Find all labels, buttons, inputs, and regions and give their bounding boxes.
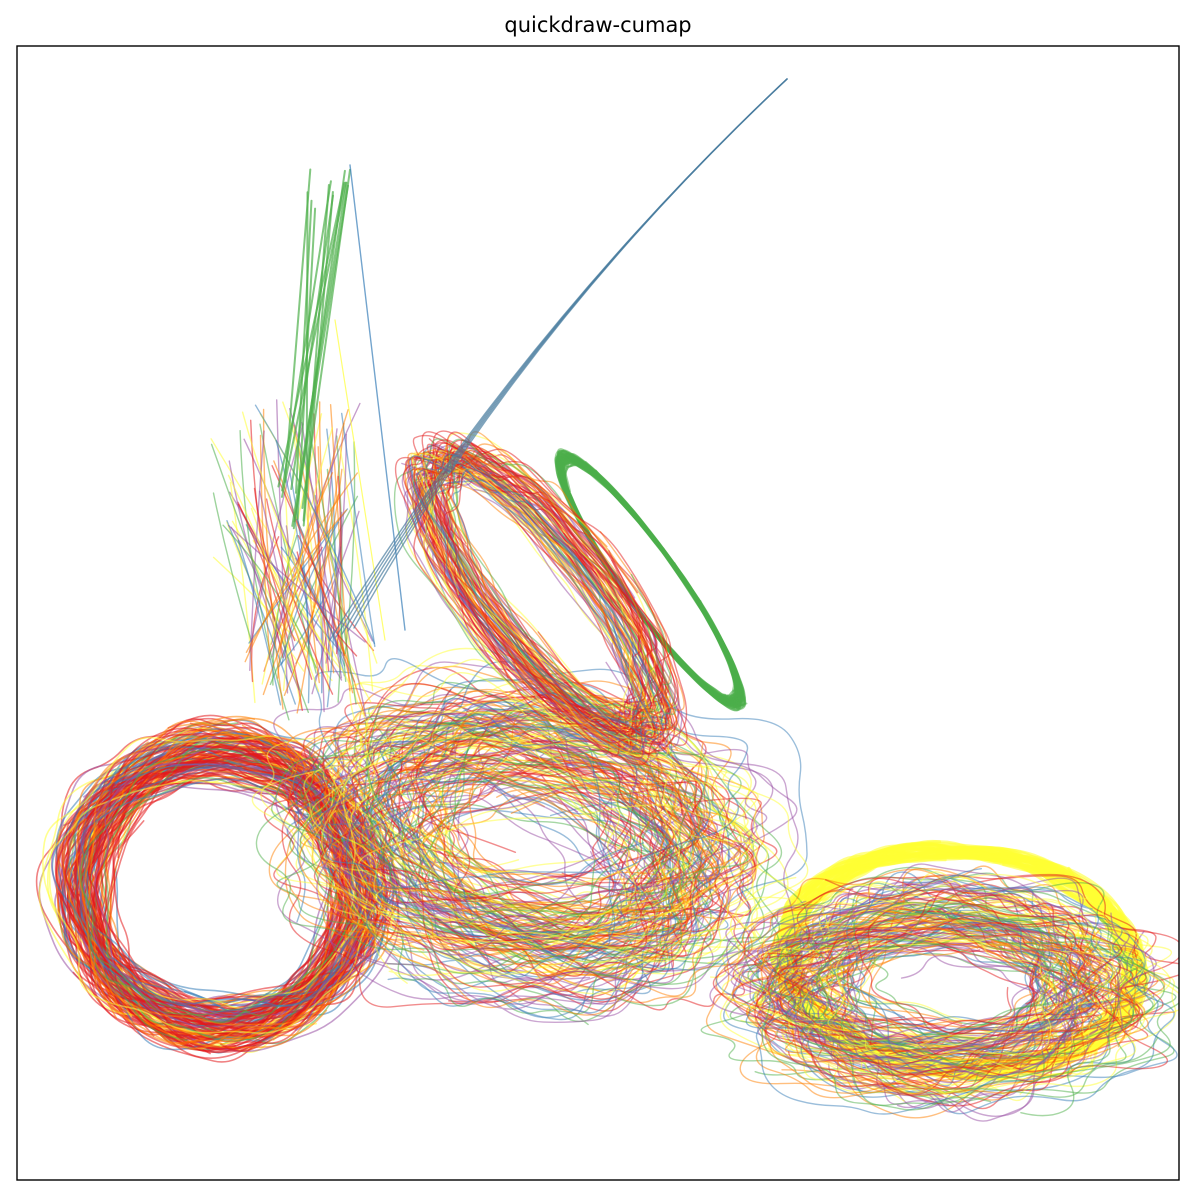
stroke-curve bbox=[320, 716, 749, 889]
stroke-curve bbox=[723, 940, 1076, 1077]
stroke-curve bbox=[244, 472, 358, 663]
stroke-curve bbox=[284, 168, 312, 483]
stroke-curve bbox=[391, 739, 756, 933]
stroke-curve bbox=[443, 456, 688, 752]
stroke-curve bbox=[330, 722, 757, 920]
stroke-curve bbox=[310, 680, 759, 963]
stroke-curve bbox=[369, 776, 646, 948]
stroke-curve bbox=[42, 735, 375, 1034]
stroke-curve bbox=[243, 438, 318, 641]
stroke-curve bbox=[448, 438, 676, 723]
stroke-curve bbox=[281, 180, 332, 492]
stroke-curve bbox=[402, 431, 646, 731]
stroke-curve bbox=[801, 903, 1179, 1098]
stroke-curve bbox=[258, 490, 295, 651]
stroke-curve bbox=[237, 539, 282, 706]
stroke-curve bbox=[299, 690, 688, 1016]
stroke-curve bbox=[754, 922, 1141, 1059]
stroke-curve bbox=[358, 804, 759, 943]
chart-title: quickdraw-cumap bbox=[504, 13, 691, 37]
stroke-curve bbox=[854, 894, 1123, 1037]
stroke-curve bbox=[334, 319, 386, 641]
stroke-curve bbox=[227, 474, 320, 692]
stroke-curve bbox=[371, 697, 721, 971]
stroke-curve bbox=[259, 434, 271, 661]
stroke-curve bbox=[314, 658, 677, 969]
stroke-curve bbox=[79, 748, 332, 1024]
stroke-curve bbox=[368, 710, 677, 977]
stroke-curve bbox=[719, 883, 1144, 1098]
stroke-curve bbox=[721, 930, 1058, 1057]
stroke-curve bbox=[733, 932, 1168, 1083]
stroke-curve bbox=[452, 468, 672, 748]
stroke-curve bbox=[290, 194, 334, 490]
stroke-curve bbox=[226, 521, 305, 672]
stroke-curve bbox=[712, 877, 1115, 1066]
stroke-curve bbox=[729, 889, 1133, 1067]
stroke-curve bbox=[280, 546, 346, 677]
stroke-curve bbox=[367, 739, 764, 1011]
stroke-curve bbox=[341, 412, 376, 648]
stroke-curve bbox=[431, 463, 665, 746]
stroke-curve bbox=[295, 710, 664, 978]
stroke-curve bbox=[342, 705, 809, 975]
stroke-curve bbox=[277, 181, 346, 488]
stroke-curve bbox=[409, 455, 659, 741]
stroke-curve bbox=[777, 863, 1050, 1057]
stroke-curve bbox=[276, 399, 289, 694]
stroke-curve bbox=[286, 541, 346, 667]
stroke-curve bbox=[296, 446, 321, 714]
stroke-curve bbox=[827, 934, 1115, 1071]
stroke-curve bbox=[283, 468, 343, 696]
stroke-curve bbox=[51, 763, 381, 1013]
stroke-curve bbox=[399, 742, 759, 884]
stroke-curve bbox=[319, 708, 675, 950]
stroke-curve bbox=[287, 555, 342, 671]
plot-area bbox=[35, 78, 1179, 1122]
stroke-curve bbox=[331, 724, 627, 948]
stroke-curve bbox=[75, 733, 375, 1026]
stroke-curve bbox=[432, 439, 667, 732]
stroke-curve bbox=[277, 409, 349, 653]
stroke-curve bbox=[759, 873, 1153, 1048]
stroke-curve bbox=[413, 450, 652, 733]
stroke-curve bbox=[349, 164, 406, 631]
stroke-curve bbox=[212, 492, 253, 643]
stroke-curve bbox=[316, 712, 675, 1023]
stroke-curve bbox=[777, 932, 1101, 1033]
stroke-curve bbox=[262, 494, 340, 696]
stroke-curve bbox=[353, 78, 788, 629]
stroke-curve bbox=[329, 724, 637, 928]
stroke-curve bbox=[282, 427, 333, 692]
axes-frame bbox=[16, 45, 1180, 1181]
stroke-curve bbox=[281, 521, 340, 665]
stroke-curve bbox=[226, 520, 296, 705]
stroke-curve bbox=[433, 443, 678, 731]
stroke-curve bbox=[731, 943, 1149, 1077]
stroke-curve bbox=[413, 431, 666, 738]
stroke-curve bbox=[248, 423, 304, 653]
stroke-curve bbox=[846, 868, 1077, 1065]
stroke-curve bbox=[792, 914, 1179, 1035]
stroke-curve bbox=[764, 915, 1144, 1107]
stroke-curve bbox=[250, 536, 280, 683]
stroke-curve bbox=[761, 908, 1120, 1117]
stroke-curve bbox=[806, 882, 1157, 1053]
stroke-curve bbox=[726, 883, 1110, 1040]
stroke-curve bbox=[282, 401, 351, 646]
stroke-curve bbox=[292, 169, 346, 530]
stroke-curve bbox=[228, 524, 366, 643]
stroke-curve bbox=[761, 911, 1122, 1117]
stroke-curve bbox=[302, 184, 330, 522]
stroke-curve bbox=[826, 935, 1165, 1063]
stroke-curve bbox=[241, 411, 352, 688]
stroke-curve bbox=[415, 706, 663, 888]
stroke-curve bbox=[338, 698, 617, 956]
stroke-curve bbox=[370, 727, 636, 930]
